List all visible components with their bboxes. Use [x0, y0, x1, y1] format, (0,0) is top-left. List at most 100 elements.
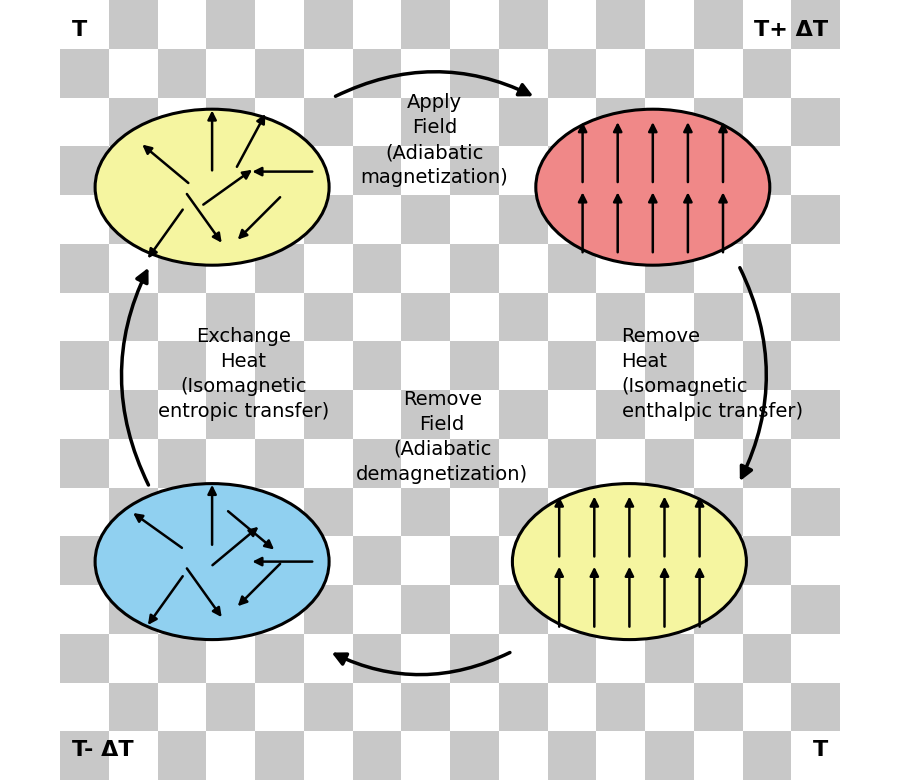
Bar [255, 342, 304, 390]
Bar [547, 585, 596, 633]
Bar [206, 585, 255, 633]
Bar [158, 0, 206, 48]
Bar [742, 537, 791, 585]
Bar [255, 537, 304, 585]
Bar [109, 585, 158, 633]
Bar [450, 342, 499, 390]
Bar [499, 98, 547, 147]
Bar [547, 147, 596, 195]
Bar [401, 585, 450, 633]
Bar [645, 342, 694, 390]
Bar [547, 292, 596, 342]
Bar [694, 147, 742, 195]
Bar [596, 438, 645, 488]
Bar [158, 438, 206, 488]
Bar [304, 147, 353, 195]
Bar [596, 147, 645, 195]
Bar [645, 0, 694, 48]
Bar [596, 48, 645, 98]
Bar [547, 438, 596, 488]
Bar [742, 98, 791, 147]
Bar [401, 633, 450, 682]
Bar [499, 537, 547, 585]
Bar [499, 292, 547, 342]
Bar [353, 438, 401, 488]
Bar [742, 243, 791, 292]
Bar [401, 195, 450, 243]
Bar [60, 732, 109, 780]
Bar [450, 682, 499, 732]
Bar [694, 195, 742, 243]
Bar [450, 147, 499, 195]
Bar [109, 147, 158, 195]
Bar [304, 732, 353, 780]
Bar [547, 342, 596, 390]
Bar [255, 585, 304, 633]
Bar [499, 438, 547, 488]
Bar [742, 147, 791, 195]
Bar [694, 342, 742, 390]
Bar [206, 292, 255, 342]
Bar [206, 98, 255, 147]
Bar [596, 633, 645, 682]
Bar [353, 585, 401, 633]
Bar [206, 633, 255, 682]
Bar [109, 342, 158, 390]
Bar [791, 292, 840, 342]
Bar [158, 48, 206, 98]
Bar [596, 342, 645, 390]
Bar [255, 147, 304, 195]
Bar [60, 682, 109, 732]
Bar [450, 585, 499, 633]
Bar [791, 585, 840, 633]
Bar [791, 243, 840, 292]
Bar [694, 488, 742, 537]
Text: T: T [72, 20, 87, 40]
Bar [645, 98, 694, 147]
Bar [109, 488, 158, 537]
Bar [158, 147, 206, 195]
Bar [206, 0, 255, 48]
Bar [450, 0, 499, 48]
Bar [499, 682, 547, 732]
Bar [158, 98, 206, 147]
Bar [694, 243, 742, 292]
Bar [547, 195, 596, 243]
Bar [60, 342, 109, 390]
Bar [547, 488, 596, 537]
Bar [450, 537, 499, 585]
Bar [304, 243, 353, 292]
Bar [499, 633, 547, 682]
Bar [158, 342, 206, 390]
Bar [353, 537, 401, 585]
Bar [499, 0, 547, 48]
Bar [109, 438, 158, 488]
Bar [499, 488, 547, 537]
Ellipse shape [536, 109, 770, 265]
Bar [547, 633, 596, 682]
Bar [206, 195, 255, 243]
Bar [742, 438, 791, 488]
Bar [742, 682, 791, 732]
Bar [304, 292, 353, 342]
Bar [353, 0, 401, 48]
Bar [742, 48, 791, 98]
Bar [206, 390, 255, 438]
Bar [694, 438, 742, 488]
Bar [60, 633, 109, 682]
Bar [694, 98, 742, 147]
Bar [109, 633, 158, 682]
Bar [401, 48, 450, 98]
Bar [499, 243, 547, 292]
Bar [304, 0, 353, 48]
Bar [742, 292, 791, 342]
Bar [694, 48, 742, 98]
Bar [596, 537, 645, 585]
Bar [353, 732, 401, 780]
Bar [694, 633, 742, 682]
Bar [499, 48, 547, 98]
Bar [60, 537, 109, 585]
Bar [401, 682, 450, 732]
Bar [304, 390, 353, 438]
Bar [353, 98, 401, 147]
